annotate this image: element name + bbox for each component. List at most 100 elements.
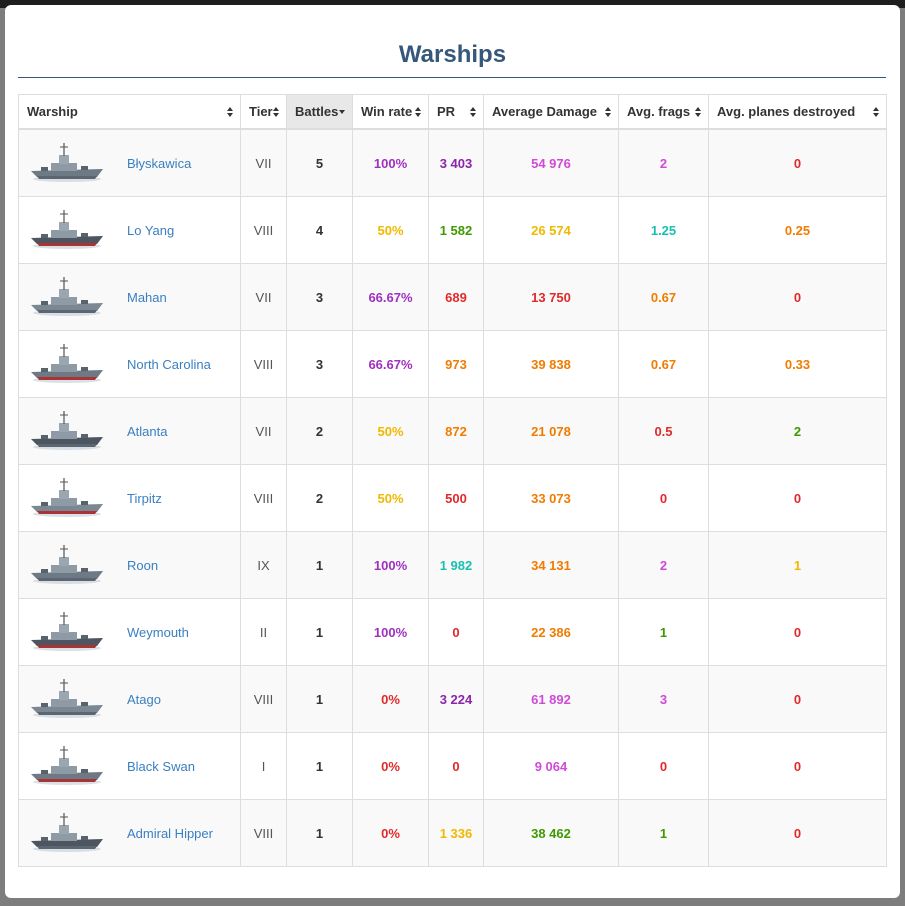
column-header[interactable]: Avg. planes destroyed (708, 94, 887, 130)
column-title: Average Damage (492, 104, 598, 119)
column-header[interactable]: PR (428, 94, 484, 130)
stat-cell: 50% (352, 397, 429, 465)
stat-cell: 38 462 (483, 799, 619, 867)
table-header: Warship Tier Battles Win rate PR Average Dama… (18, 94, 887, 130)
ship-info: Black Swan (19, 742, 240, 790)
stat-cell: 0% (352, 665, 429, 733)
stat-cell: 0.67 (618, 330, 709, 398)
ship-info: North Carolina (19, 340, 240, 388)
ship-name-link[interactable]: Atlanta (127, 423, 168, 439)
stat-cell: 21 078 (483, 397, 619, 465)
ship-row: Atlanta VII 2 50% 872 21 078 0.5 2 (18, 397, 887, 465)
ship-cell: Atago (18, 665, 241, 733)
ship-row: Roon IX 1 100% 1 982 34 131 2 1 (18, 531, 887, 599)
modal: Warships Warship Tier Battles Win rate PR Ave… (5, 5, 900, 898)
ship-image (31, 679, 103, 718)
stat-cell: 50% (352, 196, 429, 264)
ship-cell: Mahan (18, 263, 241, 331)
stat-cell: 0 (708, 263, 887, 331)
ship-cell: Black Swan (18, 732, 241, 800)
tier-cell: VII (240, 397, 287, 465)
ship-row: Atago VIII 1 0% 3 224 61 892 3 0 (18, 665, 887, 733)
column-header[interactable]: Battles (286, 94, 353, 130)
ship-info: Admiral Hipper (19, 809, 240, 857)
column-title: Avg. frags (627, 104, 691, 119)
ship-name-link[interactable]: Tirpitz (127, 490, 162, 506)
column-title: Tier (249, 104, 273, 119)
ship-info: Lo Yang (19, 206, 240, 254)
ship-image (31, 411, 103, 450)
ship-name-link[interactable]: Admiral Hipper (127, 825, 213, 841)
stat-cell: 100% (352, 531, 429, 599)
stat-cell: 61 892 (483, 665, 619, 733)
stat-cell: 39 838 (483, 330, 619, 398)
tier-cell: VIII (240, 665, 287, 733)
stat-cell: 2 (618, 531, 709, 599)
stat-cell: 1 (618, 598, 709, 666)
ship-cell: Lo Yang (18, 196, 241, 264)
column-header[interactable]: Avg. frags (618, 94, 709, 130)
ship-row: Błyskawica VII 5 100% 3 403 54 976 2 0 (18, 128, 887, 197)
stat-cell: 0 (428, 598, 484, 666)
battles-cell: 4 (286, 196, 353, 264)
battles-cell: 5 (286, 128, 353, 197)
ship-name-link[interactable]: Błyskawica (127, 155, 192, 171)
ship-name-link[interactable]: Black Swan (127, 758, 195, 774)
table-body: Błyskawica VII 5 100% 3 403 54 976 2 0 Lo Yang VI… (18, 128, 887, 867)
stat-cell: 3 224 (428, 665, 484, 733)
ship-name-link[interactable]: Mahan (127, 289, 167, 305)
tier-cell: VIII (240, 330, 287, 398)
stat-cell: 0 (428, 732, 484, 800)
ship-name-link[interactable]: Atago (127, 691, 161, 707)
ship-row: North Carolina VIII 3 66.67% 973 39 838 0.67 0.… (18, 330, 887, 398)
battles-cell: 1 (286, 531, 353, 599)
ship-name-link[interactable]: Lo Yang (127, 222, 175, 238)
stat-cell: 22 386 (483, 598, 619, 666)
ship-info: Atago (19, 675, 240, 723)
ship-info: Tirpitz (19, 474, 240, 522)
column-title: Avg. planes destroyed (717, 104, 856, 119)
column-title: Warship (27, 104, 78, 119)
column-header[interactable]: Warship (18, 94, 241, 130)
tier-cell: VIII (240, 799, 287, 867)
stat-cell: 100% (352, 598, 429, 666)
column-header[interactable]: Tier (240, 94, 287, 130)
battles-cell: 1 (286, 598, 353, 666)
ship-image (31, 478, 103, 517)
ship-cell: Roon (18, 531, 241, 599)
stat-cell: 3 (618, 665, 709, 733)
ship-name-link[interactable]: Roon (127, 557, 159, 573)
ship-info: Błyskawica (19, 139, 240, 187)
ship-image (31, 545, 103, 584)
stat-cell: 689 (428, 263, 484, 331)
ship-cell: Tirpitz (18, 464, 241, 532)
tier-cell: VIII (240, 464, 287, 532)
stat-cell: 66.67% (352, 263, 429, 331)
stat-cell: 0 (618, 464, 709, 532)
column-header[interactable]: Win rate (352, 94, 429, 130)
stat-cell: 973 (428, 330, 484, 398)
stat-cell: 0 (708, 598, 887, 666)
modal-title: Warships (398, 41, 507, 68)
sort-icon (339, 107, 346, 117)
stat-cell: 1 336 (428, 799, 484, 867)
ship-row: Mahan VII 3 66.67% 689 13 750 0.67 0 (18, 263, 887, 331)
stat-cell: 54 976 (483, 128, 619, 197)
stat-cell: 2 (618, 128, 709, 197)
ship-name-link[interactable]: Weymouth (127, 624, 189, 640)
ship-info: Mahan (19, 273, 240, 321)
stat-cell: 26 574 (483, 196, 619, 264)
stat-cell: 0 (708, 128, 887, 197)
stat-cell: 66.67% (352, 330, 429, 398)
stat-cell: 872 (428, 397, 484, 465)
battles-cell: 2 (286, 397, 353, 465)
ship-name-link[interactable]: North Carolina (127, 356, 211, 372)
stat-cell: 0 (708, 732, 887, 800)
column-header[interactable]: Average Damage (483, 94, 619, 130)
stat-cell: 0% (352, 732, 429, 800)
battles-cell: 3 (286, 330, 353, 398)
battles-cell: 1 (286, 665, 353, 733)
stat-cell: 1 982 (428, 531, 484, 599)
stat-cell: 1 (618, 799, 709, 867)
